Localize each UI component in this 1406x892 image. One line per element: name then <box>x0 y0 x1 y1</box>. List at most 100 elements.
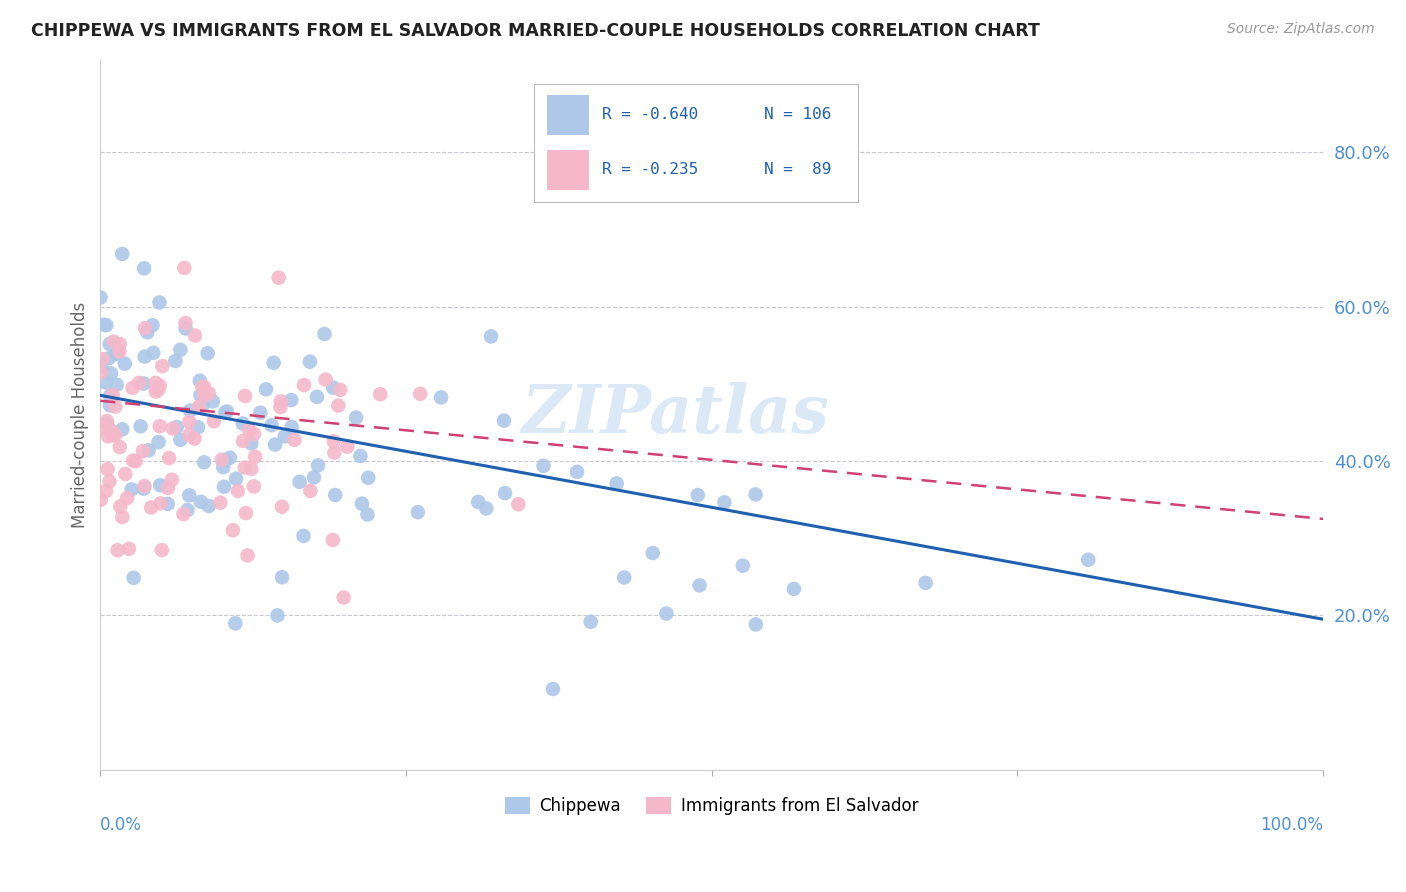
Point <box>190 495 212 509</box>
Point <box>118 541 141 556</box>
Point <box>344 410 367 425</box>
Point <box>97 429 120 443</box>
Point <box>98 398 121 412</box>
Point <box>122 571 145 585</box>
Text: ZIPatlas: ZIPatlas <box>522 382 830 447</box>
Point <box>233 460 256 475</box>
Point <box>243 479 266 493</box>
Point <box>98 389 121 403</box>
Point <box>329 383 352 397</box>
Point <box>323 445 346 459</box>
Point <box>172 507 194 521</box>
Point <box>263 356 285 370</box>
Point <box>150 543 173 558</box>
Point <box>224 616 246 631</box>
Point <box>174 316 197 330</box>
Point <box>467 495 489 509</box>
Point <box>266 608 288 623</box>
Point <box>479 329 502 343</box>
Point <box>111 510 134 524</box>
Point <box>197 346 219 360</box>
Point <box>332 591 354 605</box>
Point <box>160 473 183 487</box>
Point <box>269 400 291 414</box>
Point <box>641 546 664 560</box>
Point <box>475 501 498 516</box>
Point <box>93 420 115 434</box>
Point <box>409 386 432 401</box>
Point <box>191 399 214 413</box>
Point <box>93 318 115 332</box>
Point <box>271 500 294 514</box>
Point <box>430 391 453 405</box>
Point <box>225 472 247 486</box>
Point <box>104 427 127 442</box>
Point <box>157 451 180 466</box>
Point <box>128 376 150 390</box>
Point <box>1077 553 1099 567</box>
Point <box>149 496 172 510</box>
Point <box>328 399 350 413</box>
Point <box>292 529 315 543</box>
Point <box>283 433 305 447</box>
Point <box>270 394 292 409</box>
Point <box>134 350 156 364</box>
Point <box>149 419 172 434</box>
Point <box>240 436 263 450</box>
Text: CHIPPEWA VS IMMIGRANTS FROM EL SALVADOR MARRIED-COUPLE HOUSEHOLDS CORRELATION CH: CHIPPEWA VS IMMIGRANTS FROM EL SALVADOR … <box>31 22 1040 40</box>
Point <box>191 380 214 394</box>
Point <box>108 337 131 351</box>
Point <box>183 432 205 446</box>
Point <box>214 453 236 467</box>
Point <box>173 260 195 275</box>
Point <box>129 419 152 434</box>
Point <box>689 578 711 592</box>
Point <box>232 434 254 448</box>
Point <box>267 270 290 285</box>
Point <box>236 549 259 563</box>
Point <box>322 533 344 547</box>
Point <box>280 393 302 408</box>
Point <box>193 389 215 403</box>
Point <box>90 366 112 380</box>
Point <box>150 359 173 374</box>
Point <box>169 433 191 447</box>
Point <box>134 261 156 276</box>
Text: 0.0%: 0.0% <box>100 816 142 834</box>
Point <box>179 415 201 429</box>
Point <box>108 344 131 359</box>
Point <box>100 367 122 381</box>
Point <box>91 352 114 367</box>
Point <box>138 443 160 458</box>
Point <box>350 497 373 511</box>
Point <box>124 454 146 468</box>
Point <box>238 423 260 437</box>
Point <box>101 388 124 402</box>
Point <box>299 483 322 498</box>
Point <box>179 488 201 502</box>
Point <box>145 376 167 390</box>
Point <box>188 374 211 388</box>
Point <box>215 404 238 418</box>
Point <box>336 440 359 454</box>
Point <box>323 488 346 502</box>
Point <box>148 295 170 310</box>
Point <box>249 406 271 420</box>
Point <box>298 354 321 368</box>
Point <box>198 386 221 401</box>
Point <box>214 405 236 419</box>
Point <box>240 462 263 476</box>
Point <box>202 414 225 428</box>
Point <box>187 400 209 414</box>
Point <box>315 373 337 387</box>
Point <box>146 383 169 397</box>
Point <box>115 491 138 505</box>
Point <box>302 470 325 484</box>
Point <box>156 497 179 511</box>
Point <box>508 497 530 511</box>
Point <box>90 359 112 374</box>
Point <box>322 434 344 449</box>
Point <box>97 462 120 476</box>
Point <box>149 478 172 492</box>
Point <box>492 414 515 428</box>
